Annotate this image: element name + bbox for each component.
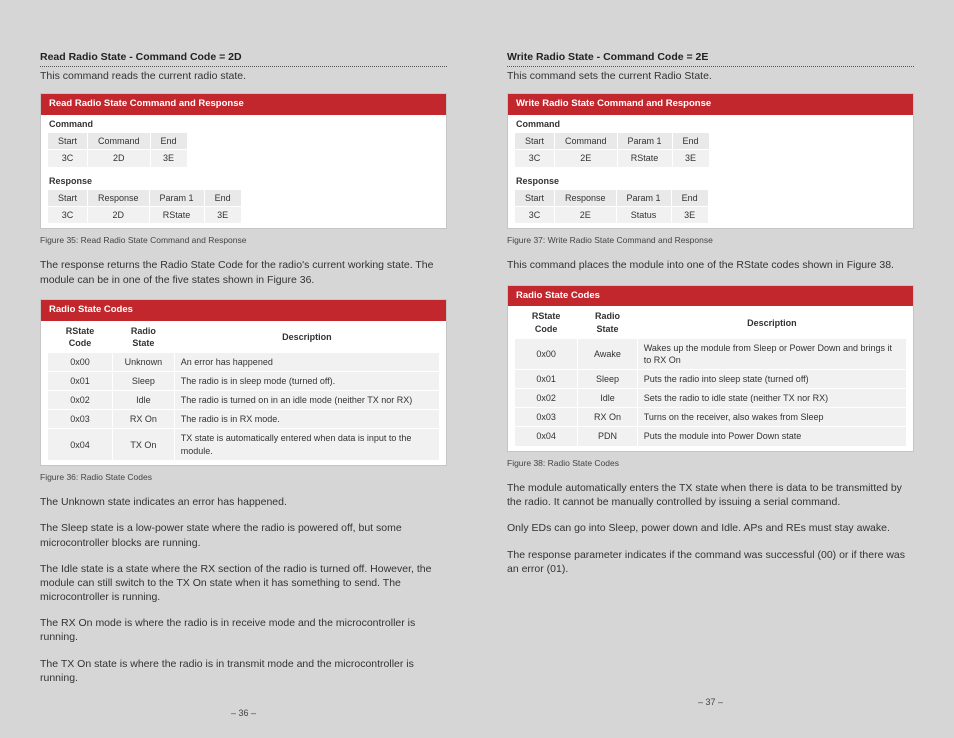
command-response-table: Write Radio State Command and Response C… bbox=[507, 93, 914, 229]
table-row: 3C 2E RState 3E bbox=[515, 150, 709, 166]
body-text: The Idle state is a state where the RX s… bbox=[40, 562, 447, 605]
body-text: The TX On state is where the radio is in… bbox=[40, 657, 447, 685]
page-number: – 37 – bbox=[507, 686, 914, 708]
body-text: The response returns the Radio State Cod… bbox=[40, 258, 447, 286]
response-label: Response bbox=[41, 172, 446, 189]
state-codes-table: Radio State Codes RState Code Radio Stat… bbox=[40, 299, 447, 466]
table-row: 0x00UnknownAn error has happened bbox=[48, 353, 439, 371]
table-header: Radio State Codes bbox=[41, 300, 446, 321]
figure-caption: Figure 35: Read Radio State Command and … bbox=[40, 235, 447, 246]
table-row: RState Code Radio State Description bbox=[515, 307, 906, 337]
figure-caption: Figure 36: Radio State Codes bbox=[40, 472, 447, 483]
command-label: Command bbox=[508, 115, 913, 132]
command-response-table: Read Radio State Command and Response Co… bbox=[40, 93, 447, 229]
section-title: Write Radio State - Command Code = 2E bbox=[507, 50, 914, 67]
table-row: 0x03RX OnTurns on the receiver, also wak… bbox=[515, 408, 906, 426]
command-label: Command bbox=[41, 115, 446, 132]
table-header: Write Radio State Command and Response bbox=[508, 94, 913, 115]
table-header: Read Radio State Command and Response bbox=[41, 94, 446, 115]
table-row: 0x01SleepPuts the radio into sleep state… bbox=[515, 370, 906, 388]
table-row: 0x02IdleSets the radio to idle state (ne… bbox=[515, 389, 906, 407]
table-row: Start Command End bbox=[48, 133, 187, 149]
section-title: Read Radio State - Command Code = 2D bbox=[40, 50, 447, 67]
figure-caption: Figure 37: Write Radio State Command and… bbox=[507, 235, 914, 246]
page-number: – 36 – bbox=[40, 697, 447, 719]
body-text: The module automatically enters the TX s… bbox=[507, 481, 914, 509]
table-row: Start Response Param 1 End bbox=[48, 190, 241, 206]
response-table: Start Response Param 1 End 3C 2D RState … bbox=[47, 189, 242, 224]
lead-text: This command reads the current radio sta… bbox=[40, 69, 447, 83]
codes-table: RState Code Radio State Description 0x00… bbox=[47, 321, 440, 461]
table-row: 0x04PDNPuts the module into Power Down s… bbox=[515, 427, 906, 445]
table-row: 3C 2D RState 3E bbox=[48, 207, 241, 223]
response-label: Response bbox=[508, 172, 913, 189]
table-row: 0x02IdleThe radio is turned on in an idl… bbox=[48, 391, 439, 409]
body-text: This command places the module into one … bbox=[507, 258, 914, 272]
page: Read Radio State - Command Code = 2D Thi… bbox=[40, 50, 914, 708]
table-header: Radio State Codes bbox=[508, 286, 913, 307]
response-table: Start Response Param 1 End 3C 2E Status … bbox=[514, 189, 709, 224]
table-row: 0x01SleepThe radio is in sleep mode (tur… bbox=[48, 372, 439, 390]
table-row: 3C 2D 3E bbox=[48, 150, 187, 166]
body-text: The response parameter indicates if the … bbox=[507, 548, 914, 576]
table-row: Start Response Param 1 End bbox=[515, 190, 708, 206]
table-row: 0x04TX OnTX state is automatically enter… bbox=[48, 429, 439, 459]
right-column: Write Radio State - Command Code = 2E Th… bbox=[507, 50, 914, 708]
figure-caption: Figure 38: Radio State Codes bbox=[507, 458, 914, 469]
body-text: The Unknown state indicates an error has… bbox=[40, 495, 447, 509]
table-row: RState Code Radio State Description bbox=[48, 322, 439, 352]
table-row: 0x03RX OnThe radio is in RX mode. bbox=[48, 410, 439, 428]
command-table: Start Command Param 1 End 3C 2E RState 3… bbox=[514, 132, 710, 167]
left-column: Read Radio State - Command Code = 2D Thi… bbox=[40, 50, 447, 708]
codes-table: RState Code Radio State Description 0x00… bbox=[514, 306, 907, 446]
state-codes-table: Radio State Codes RState Code Radio Stat… bbox=[507, 285, 914, 452]
lead-text: This command sets the current Radio Stat… bbox=[507, 69, 914, 83]
body-text: Only EDs can go into Sleep, power down a… bbox=[507, 521, 914, 535]
command-table: Start Command End 3C 2D 3E bbox=[47, 132, 188, 167]
body-text: The RX On mode is where the radio is in … bbox=[40, 616, 447, 644]
table-row: Start Command Param 1 End bbox=[515, 133, 709, 149]
table-row: 3C 2E Status 3E bbox=[515, 207, 708, 223]
table-row: 0x00AwakeWakes up the module from Sleep … bbox=[515, 339, 906, 369]
body-text: The Sleep state is a low-power state whe… bbox=[40, 521, 447, 549]
